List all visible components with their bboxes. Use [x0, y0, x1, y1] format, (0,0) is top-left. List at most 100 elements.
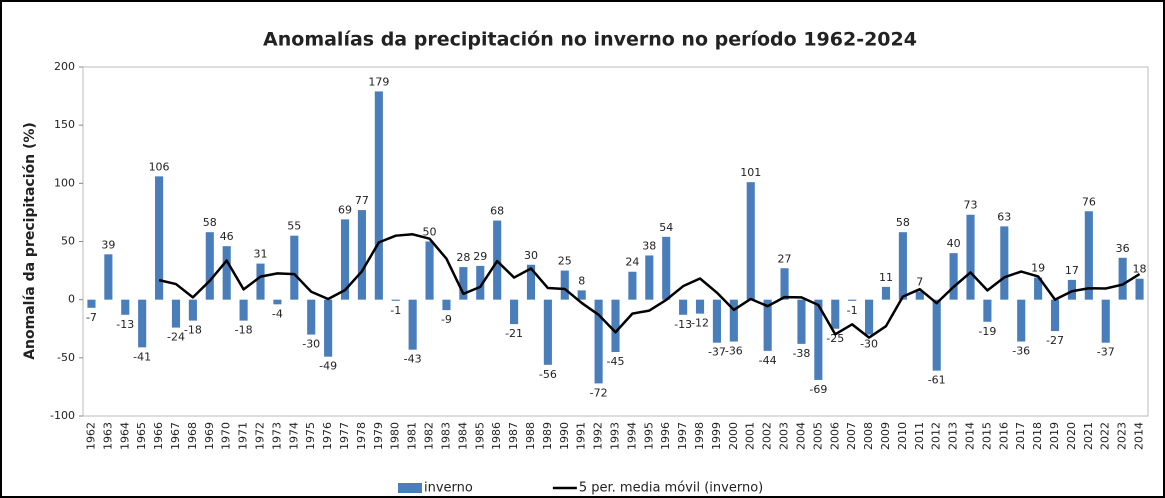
- data-label: 179: [368, 75, 389, 88]
- data-label: 46: [220, 230, 234, 243]
- x-tick-label: 2014: [1133, 422, 1146, 450]
- data-label: 24: [625, 256, 639, 269]
- bar: [915, 291, 924, 300]
- data-label: 77: [355, 194, 369, 207]
- bar: [205, 232, 214, 300]
- bar: [408, 299, 417, 350]
- data-label: 40: [947, 237, 961, 250]
- bar: [865, 299, 874, 335]
- x-tick-label: 1972: [254, 422, 267, 450]
- bar: [932, 299, 941, 371]
- line: [158, 233, 1141, 339]
- x-tick-label: 1982: [423, 422, 436, 450]
- x-tick-label: 2018: [1031, 422, 1044, 450]
- x-tick-label: 1974: [287, 422, 300, 450]
- data-label: 36: [1116, 242, 1130, 255]
- bar: [831, 299, 840, 329]
- x-tick-label: 1984: [456, 422, 469, 450]
- x-tick-label: 1965: [135, 422, 148, 450]
- bar: [560, 270, 569, 300]
- bar: [729, 299, 738, 342]
- x-tick-label: 2004: [794, 422, 807, 450]
- data-label: 18: [1133, 263, 1147, 276]
- data-label: -37: [1097, 346, 1115, 359]
- bar: [848, 299, 857, 301]
- x-tick-label: 1983: [439, 422, 452, 450]
- chart-title: Anomalías da precipitación no inverno no…: [263, 29, 917, 51]
- x-tick-label: 1969: [203, 422, 216, 450]
- bar: [273, 299, 282, 305]
- x-tick-label: 2003: [778, 422, 791, 450]
- bar: [87, 299, 96, 308]
- x-tick-label: 1973: [270, 422, 283, 450]
- bar: [357, 210, 366, 300]
- data-label: -37: [708, 346, 726, 359]
- data-label: 58: [203, 216, 217, 229]
- x-tick-label: 2006: [828, 422, 841, 450]
- data-label: -7: [86, 311, 97, 324]
- data-label: -25: [826, 332, 844, 345]
- x-tick-label: 2022: [1099, 422, 1112, 450]
- data-label: -41: [133, 350, 151, 363]
- x-tick-label: 2019: [1048, 422, 1061, 450]
- bar: [662, 236, 671, 300]
- data-label: 17: [1065, 264, 1079, 277]
- bar: [425, 241, 434, 300]
- data-label: -45: [607, 355, 625, 368]
- x-tick-label: 2015: [980, 422, 993, 450]
- bar: [763, 299, 772, 351]
- x-tick-label: 2016: [997, 422, 1010, 450]
- bar: [442, 299, 451, 311]
- data-label: -19: [978, 325, 996, 338]
- data-label: 68: [490, 205, 504, 218]
- bar: [1118, 257, 1127, 300]
- data-label: 28: [456, 251, 470, 264]
- data-label: 58: [896, 216, 910, 229]
- x-tick-label: 2012: [930, 422, 943, 450]
- data-label: 25: [558, 255, 572, 268]
- bar: [121, 299, 130, 315]
- y-tick-label: 150: [54, 118, 75, 131]
- bar: [476, 265, 485, 300]
- bar: [138, 299, 147, 348]
- bar: [307, 299, 316, 335]
- x-tick-label: 2001: [744, 422, 757, 450]
- x-tick-label: 2017: [1014, 422, 1027, 450]
- data-label: 54: [659, 221, 673, 234]
- x-tick-label: 2020: [1065, 422, 1078, 450]
- data-label: -12: [691, 317, 709, 330]
- x-tick-label: 1968: [186, 422, 199, 450]
- data-label: -30: [860, 338, 878, 351]
- bar: [814, 299, 823, 380]
- y-tick-label: 0: [68, 293, 75, 306]
- bar: [171, 299, 181, 328]
- data-label: 8: [578, 274, 585, 287]
- data-label: -18: [235, 324, 253, 337]
- bar: [459, 267, 468, 300]
- data-label: -72: [590, 386, 608, 399]
- bar: [510, 299, 519, 325]
- bar: [526, 264, 536, 300]
- data-label: -69: [809, 383, 827, 396]
- x-tick-label: 2005: [811, 422, 824, 450]
- x-tick-label: 2007: [845, 422, 858, 450]
- data-label: 76: [1082, 195, 1096, 208]
- bar: [290, 235, 299, 300]
- legend-label: 5 per. media móvil (inverno): [579, 481, 763, 496]
- bar: [898, 232, 907, 300]
- data-label: -27: [1046, 334, 1064, 347]
- bar: [949, 253, 958, 300]
- x-tick-label: 1966: [152, 422, 165, 450]
- x-tick-label: 1995: [642, 422, 655, 450]
- data-label: 106: [149, 160, 170, 173]
- data-label: -21: [505, 327, 523, 340]
- data-label: 11: [879, 271, 893, 284]
- x-tick-label: 2023: [1116, 422, 1129, 450]
- bar: [1084, 211, 1093, 300]
- x-tick-label: 1998: [693, 422, 706, 450]
- x-tick-label: 2000: [727, 422, 740, 450]
- x-tick-label: 1989: [541, 422, 554, 450]
- data-label: -30: [302, 338, 320, 351]
- bar: [881, 286, 891, 300]
